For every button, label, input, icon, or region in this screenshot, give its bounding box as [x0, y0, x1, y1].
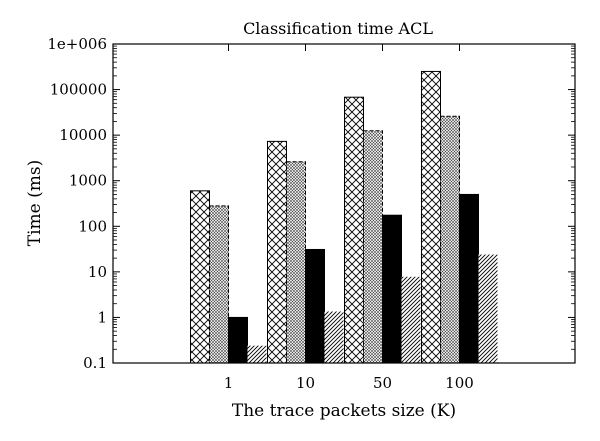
- y-tick-label: 10: [88, 263, 107, 281]
- x-tick-label: 1: [224, 374, 234, 392]
- bar: [401, 276, 421, 363]
- bar: [478, 254, 498, 363]
- y-axis-title: Time (ms): [25, 160, 45, 246]
- y-tick-label: 100000: [50, 81, 107, 99]
- bar: [459, 193, 479, 364]
- bar: [382, 214, 402, 364]
- y-tick-label: 1: [97, 308, 107, 326]
- y-tick-label: 1e+006: [47, 35, 107, 53]
- bar: [286, 161, 306, 364]
- x-axis: 1 10 50 100: [224, 44, 474, 392]
- chart-title: Classification time ACL: [243, 19, 433, 38]
- bar: [421, 70, 441, 364]
- bar: [209, 205, 229, 364]
- bar: [228, 316, 248, 364]
- plot-frame: [112, 43, 576, 364]
- x-axis-title: The trace packets size (K): [232, 401, 456, 421]
- x-tick-label: 10: [296, 374, 315, 392]
- bar: [324, 311, 344, 363]
- x-tick-label: 50: [373, 374, 392, 392]
- bar: [305, 248, 325, 364]
- bar: [190, 190, 210, 364]
- bars: [190, 70, 498, 364]
- y-tick-label: 10000: [59, 126, 107, 144]
- bar: [267, 140, 287, 364]
- bar: [363, 130, 383, 364]
- bar: [247, 345, 267, 363]
- y-tick-label: 100: [78, 217, 107, 235]
- y-tick-label: 0.1: [83, 354, 107, 372]
- y-tick-label: 1000: [69, 172, 107, 190]
- bar: [344, 96, 364, 364]
- bar: [440, 115, 460, 364]
- x-tick-label: 100: [445, 374, 474, 392]
